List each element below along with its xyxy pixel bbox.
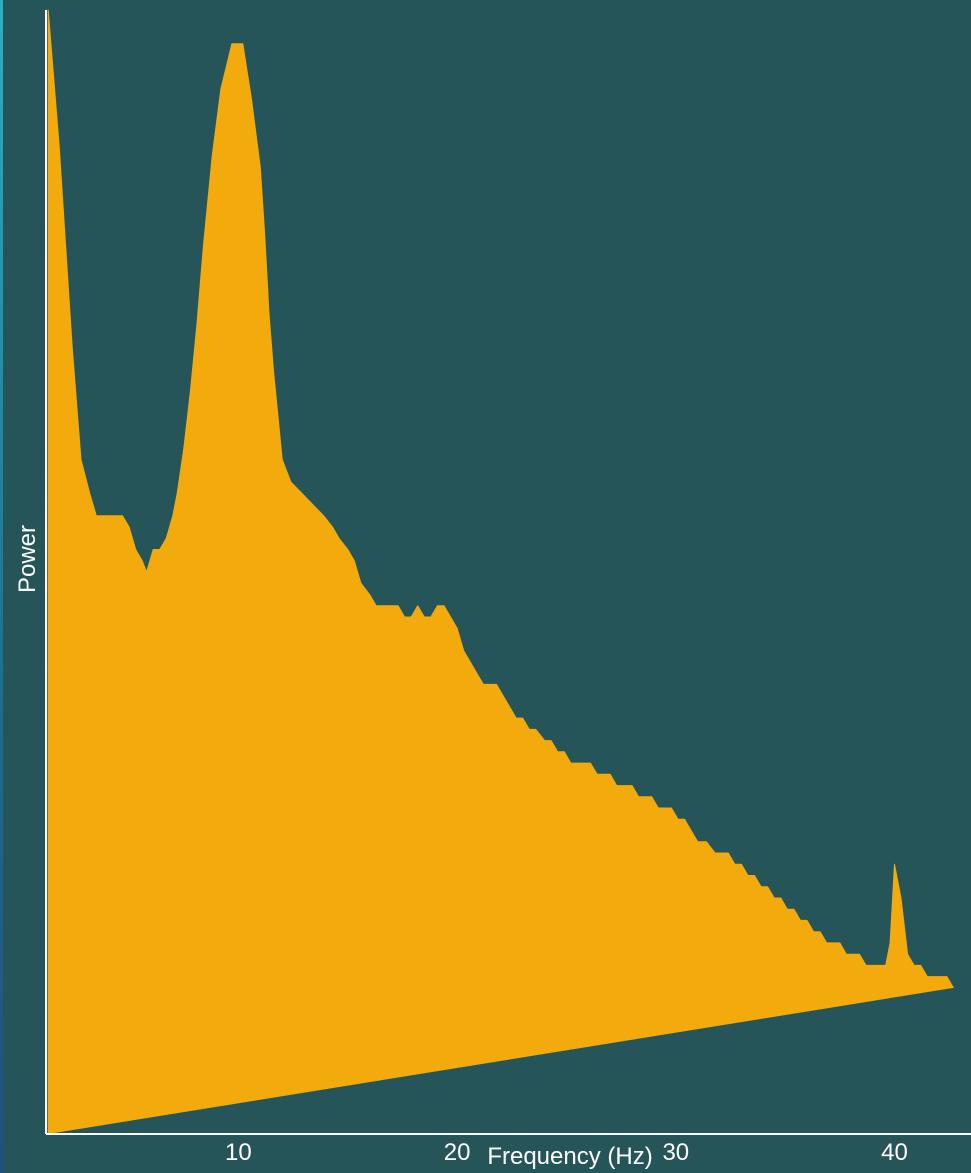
tick-layer: 10 20 30 40 [225, 1139, 908, 1166]
x-tick-label: 40 [881, 1139, 908, 1166]
x-tick-label: 20 [444, 1139, 471, 1166]
area-layer [47, 9, 954, 1135]
x-axis-title: Frequency (Hz) [487, 1143, 652, 1170]
power-spectrum-chart: 10 20 30 40 Frequency (Hz) Power [3, 0, 971, 1173]
axis-layer [45, 10, 971, 1135]
x-tick-label: 30 [662, 1139, 689, 1166]
y-axis-title: Power [14, 525, 41, 593]
power-spectrum-area [47, 9, 954, 1135]
x-tick-label: 10 [225, 1139, 252, 1166]
